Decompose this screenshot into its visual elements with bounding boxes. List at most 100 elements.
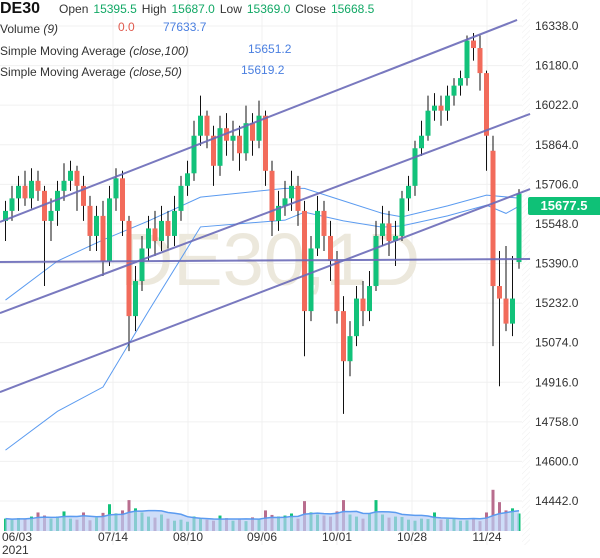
- candle-body: [484, 73, 489, 136]
- candle-body: [113, 178, 119, 199]
- candle-body: [380, 223, 385, 236]
- candle: [503, 245, 509, 332]
- candle: [341, 296, 346, 414]
- candle-body: [100, 215, 106, 261]
- candle: [419, 120, 424, 156]
- sma50-label: Simple Moving Average (close,50): [0, 65, 182, 79]
- candle: [120, 170, 125, 236]
- candle-body: [373, 235, 379, 287]
- candle: [100, 200, 106, 277]
- candle: [458, 70, 463, 96]
- candle-body: [16, 185, 21, 199]
- y-tick-label: 14758.0: [535, 415, 579, 429]
- x-year-label: 2021: [2, 543, 29, 557]
- candle: [230, 120, 236, 161]
- candle-body: [87, 205, 93, 236]
- candle-body: [165, 220, 171, 236]
- candle-body: [211, 135, 216, 166]
- candle: [263, 110, 268, 186]
- candle-body: [347, 336, 353, 362]
- candle-body: [516, 193, 522, 263]
- candle-body: [295, 185, 301, 211]
- candle: [354, 286, 359, 347]
- candle-body: [42, 190, 47, 221]
- volume-value: 0.0: [118, 20, 135, 34]
- candle: [126, 215, 132, 352]
- candle-body: [120, 178, 125, 221]
- candle-body: [282, 198, 288, 206]
- candle-body: [204, 115, 210, 136]
- x-axis: 06/03 07/14 08/10 09/06 10/01 10/28 11/24 2021: [2, 530, 502, 557]
- candle: [497, 250, 502, 387]
- candle-body: [406, 185, 411, 199]
- candle: [42, 185, 47, 287]
- candle-body: [178, 185, 184, 211]
- candle: [321, 200, 327, 251]
- candle: [484, 70, 489, 171]
- candle-body: [237, 135, 242, 154]
- open-label: Open: [59, 2, 89, 16]
- candle: [68, 160, 73, 191]
- candle: [438, 95, 444, 126]
- candle-body: [438, 105, 444, 111]
- candle-body: [243, 123, 249, 154]
- y-tick-label: 15864.0: [535, 138, 579, 152]
- candle-body: [425, 110, 431, 136]
- candle: [61, 163, 67, 201]
- candle-body: [9, 198, 15, 211]
- candle: [256, 100, 262, 149]
- ohlc-header: DE30 Open 15395.5 High 15687.0 Low 15369…: [0, 0, 374, 18]
- candle: [55, 180, 60, 226]
- candles: [3, 33, 522, 414]
- candle-body: [107, 198, 112, 261]
- candle-body: [497, 286, 502, 299]
- candle: [9, 185, 15, 221]
- candle: [133, 266, 138, 332]
- candle-body: [360, 298, 366, 312]
- candle: [432, 93, 437, 121]
- symbol: DE30: [0, 0, 41, 17]
- open-value: 15395.5: [93, 2, 137, 16]
- x-tick-label: 09/06: [247, 530, 277, 544]
- candle: [74, 165, 80, 211]
- candle: [3, 200, 8, 241]
- candle-body: [510, 298, 515, 324]
- candle-body: [419, 135, 424, 149]
- candle: [510, 255, 515, 337]
- candle: [360, 281, 366, 327]
- candle: [87, 195, 93, 251]
- candle: [172, 195, 177, 246]
- candle: [477, 35, 483, 91]
- candle-body: [503, 298, 509, 324]
- candle-body: [81, 185, 86, 206]
- y-tick-label: 15074.0: [535, 336, 579, 350]
- candle: [386, 210, 392, 256]
- candle-body: [412, 148, 418, 186]
- x-tick-label: 07/14: [98, 530, 128, 544]
- candle-body: [308, 248, 314, 312]
- candle-body: [230, 135, 236, 141]
- candle: [282, 180, 288, 216]
- close-value: 15668.5: [330, 2, 375, 16]
- candle-body: [217, 128, 223, 166]
- candle: [315, 195, 320, 256]
- y-tick-label: 15548.0: [535, 217, 579, 231]
- candle-body: [68, 170, 73, 181]
- candle: [29, 168, 34, 209]
- y-tick-label: 14600.0: [535, 454, 579, 468]
- trendline: [0, 19, 518, 223]
- x-tick-label: 11/24: [472, 530, 501, 544]
- candle-body: [464, 40, 470, 79]
- candle: [393, 220, 398, 267]
- candle-body: [74, 170, 80, 186]
- candle: [139, 235, 145, 292]
- candle-body: [55, 190, 60, 211]
- candle: [445, 85, 450, 121]
- high-value: 15687.0: [171, 2, 215, 16]
- candle-body: [354, 298, 359, 337]
- sma100-value: 15651.2: [248, 42, 292, 56]
- y-axis: 16338.0 16180.0 16022.0 15864.0 15706.0 15548…: [535, 19, 579, 508]
- candle: [406, 175, 411, 211]
- candle-body: [172, 210, 177, 236]
